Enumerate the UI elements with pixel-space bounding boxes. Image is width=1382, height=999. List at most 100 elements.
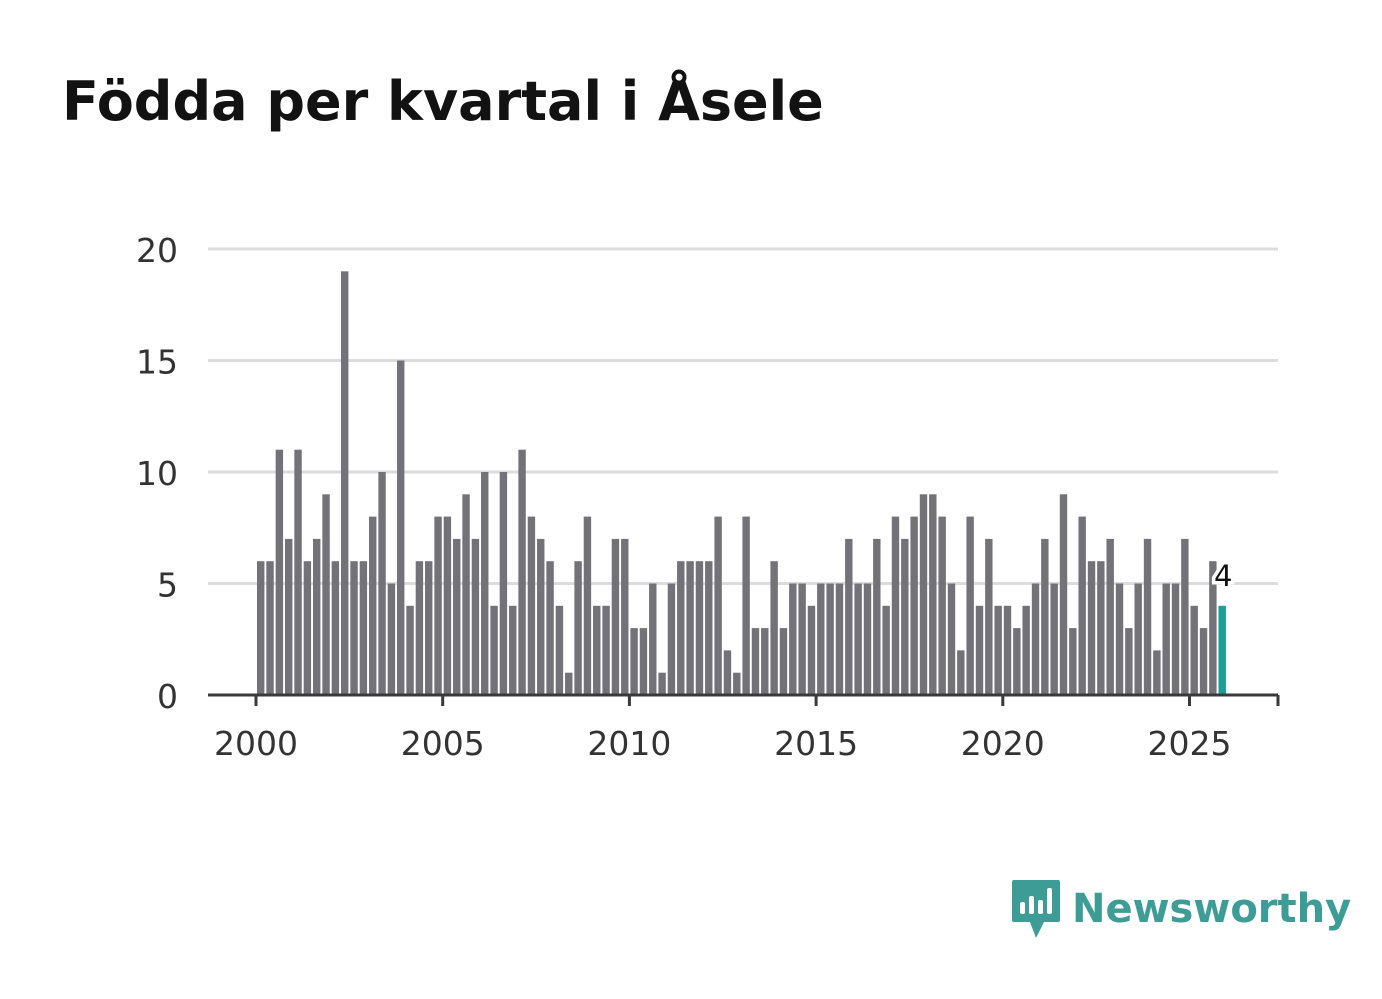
bar <box>331 561 340 695</box>
bar <box>509 605 517 695</box>
bar <box>873 538 881 695</box>
bar <box>761 628 769 695</box>
bar <box>453 538 461 695</box>
bar <box>1041 538 1049 695</box>
bar <box>1162 583 1170 695</box>
bar <box>770 561 778 695</box>
bar <box>266 561 274 695</box>
bar <box>966 516 974 695</box>
bar <box>275 449 284 695</box>
bar <box>602 605 610 695</box>
bar <box>1013 628 1021 695</box>
bar <box>1087 561 1096 695</box>
last-value-annotation: 4 <box>1210 555 1235 596</box>
bar <box>313 538 321 695</box>
bar <box>938 516 946 695</box>
newsworthy-logo: Newsworthy <box>1010 878 1351 940</box>
bar <box>817 583 825 695</box>
bar <box>322 494 330 695</box>
bar <box>1106 538 1114 695</box>
bar <box>882 605 890 695</box>
bar <box>751 628 760 695</box>
bar <box>1069 628 1077 695</box>
bar <box>779 628 788 695</box>
bar <box>807 605 816 695</box>
y-axis-ticks: 0 5 10 15 20 <box>136 231 178 716</box>
bar <box>714 516 722 695</box>
x-tick-label: 2010 <box>587 724 671 763</box>
x-tick-label: 2020 <box>961 724 1045 763</box>
y-tick-label: 5 <box>157 566 178 605</box>
bar <box>658 672 666 695</box>
bar <box>1190 605 1198 695</box>
bar <box>593 605 601 695</box>
bar <box>518 449 526 695</box>
bar <box>686 561 694 695</box>
bar <box>350 561 358 695</box>
bar <box>985 538 993 695</box>
bar <box>583 516 592 695</box>
bar <box>733 672 741 695</box>
bar <box>742 516 750 695</box>
bar <box>621 538 629 695</box>
bar <box>611 538 620 695</box>
bar <box>1115 583 1124 695</box>
y-tick-label: 0 <box>157 677 178 716</box>
bar <box>378 472 386 695</box>
bar <box>919 494 928 695</box>
bar <box>1171 583 1180 695</box>
bar <box>798 583 806 695</box>
bar <box>947 583 956 695</box>
bar <box>957 650 965 695</box>
bar <box>901 538 909 695</box>
y-tick-label: 15 <box>136 343 178 382</box>
x-tick-label: 2015 <box>774 724 858 763</box>
bar <box>826 583 834 695</box>
bar <box>462 494 470 695</box>
bar <box>1181 538 1189 695</box>
bar <box>555 605 564 695</box>
bar <box>443 516 452 695</box>
bar <box>565 672 573 695</box>
bars <box>257 271 1226 695</box>
bar <box>994 605 1002 695</box>
x-tick-label: 2025 <box>1148 724 1232 763</box>
bar <box>835 583 844 695</box>
bar <box>1125 628 1133 695</box>
bar <box>499 472 508 695</box>
bar <box>1078 516 1086 695</box>
bar <box>705 561 713 695</box>
bar <box>1031 583 1040 695</box>
bar <box>910 516 918 695</box>
x-axis-ticks: 2000 2005 2010 2015 2020 2025 <box>214 695 1280 763</box>
bar <box>863 583 872 695</box>
bar <box>891 516 900 695</box>
bar <box>1209 561 1217 695</box>
bar <box>434 516 442 695</box>
bar <box>975 605 984 695</box>
bar <box>471 538 480 695</box>
bar <box>285 538 293 695</box>
bar <box>527 516 536 695</box>
bar <box>1153 650 1161 695</box>
brand-name: Newsworthy <box>1072 886 1352 932</box>
bar <box>1218 605 1226 695</box>
y-tick-label: 20 <box>136 231 178 270</box>
bar <box>1134 583 1142 695</box>
bar <box>1022 605 1030 695</box>
bar <box>574 561 582 695</box>
x-tick-label: 2005 <box>401 724 485 763</box>
chart-title: Födda per kvartal i Åsele <box>62 70 824 133</box>
annotation-label: 4 <box>1214 559 1232 593</box>
bar <box>294 449 302 695</box>
bar <box>257 561 265 695</box>
bar <box>845 538 853 695</box>
bar <box>546 561 554 695</box>
bar <box>667 583 676 695</box>
bar <box>677 561 685 695</box>
bar <box>425 561 433 695</box>
bar <box>359 561 368 695</box>
chart-bubble-icon <box>1012 880 1060 938</box>
bar <box>1050 583 1058 695</box>
